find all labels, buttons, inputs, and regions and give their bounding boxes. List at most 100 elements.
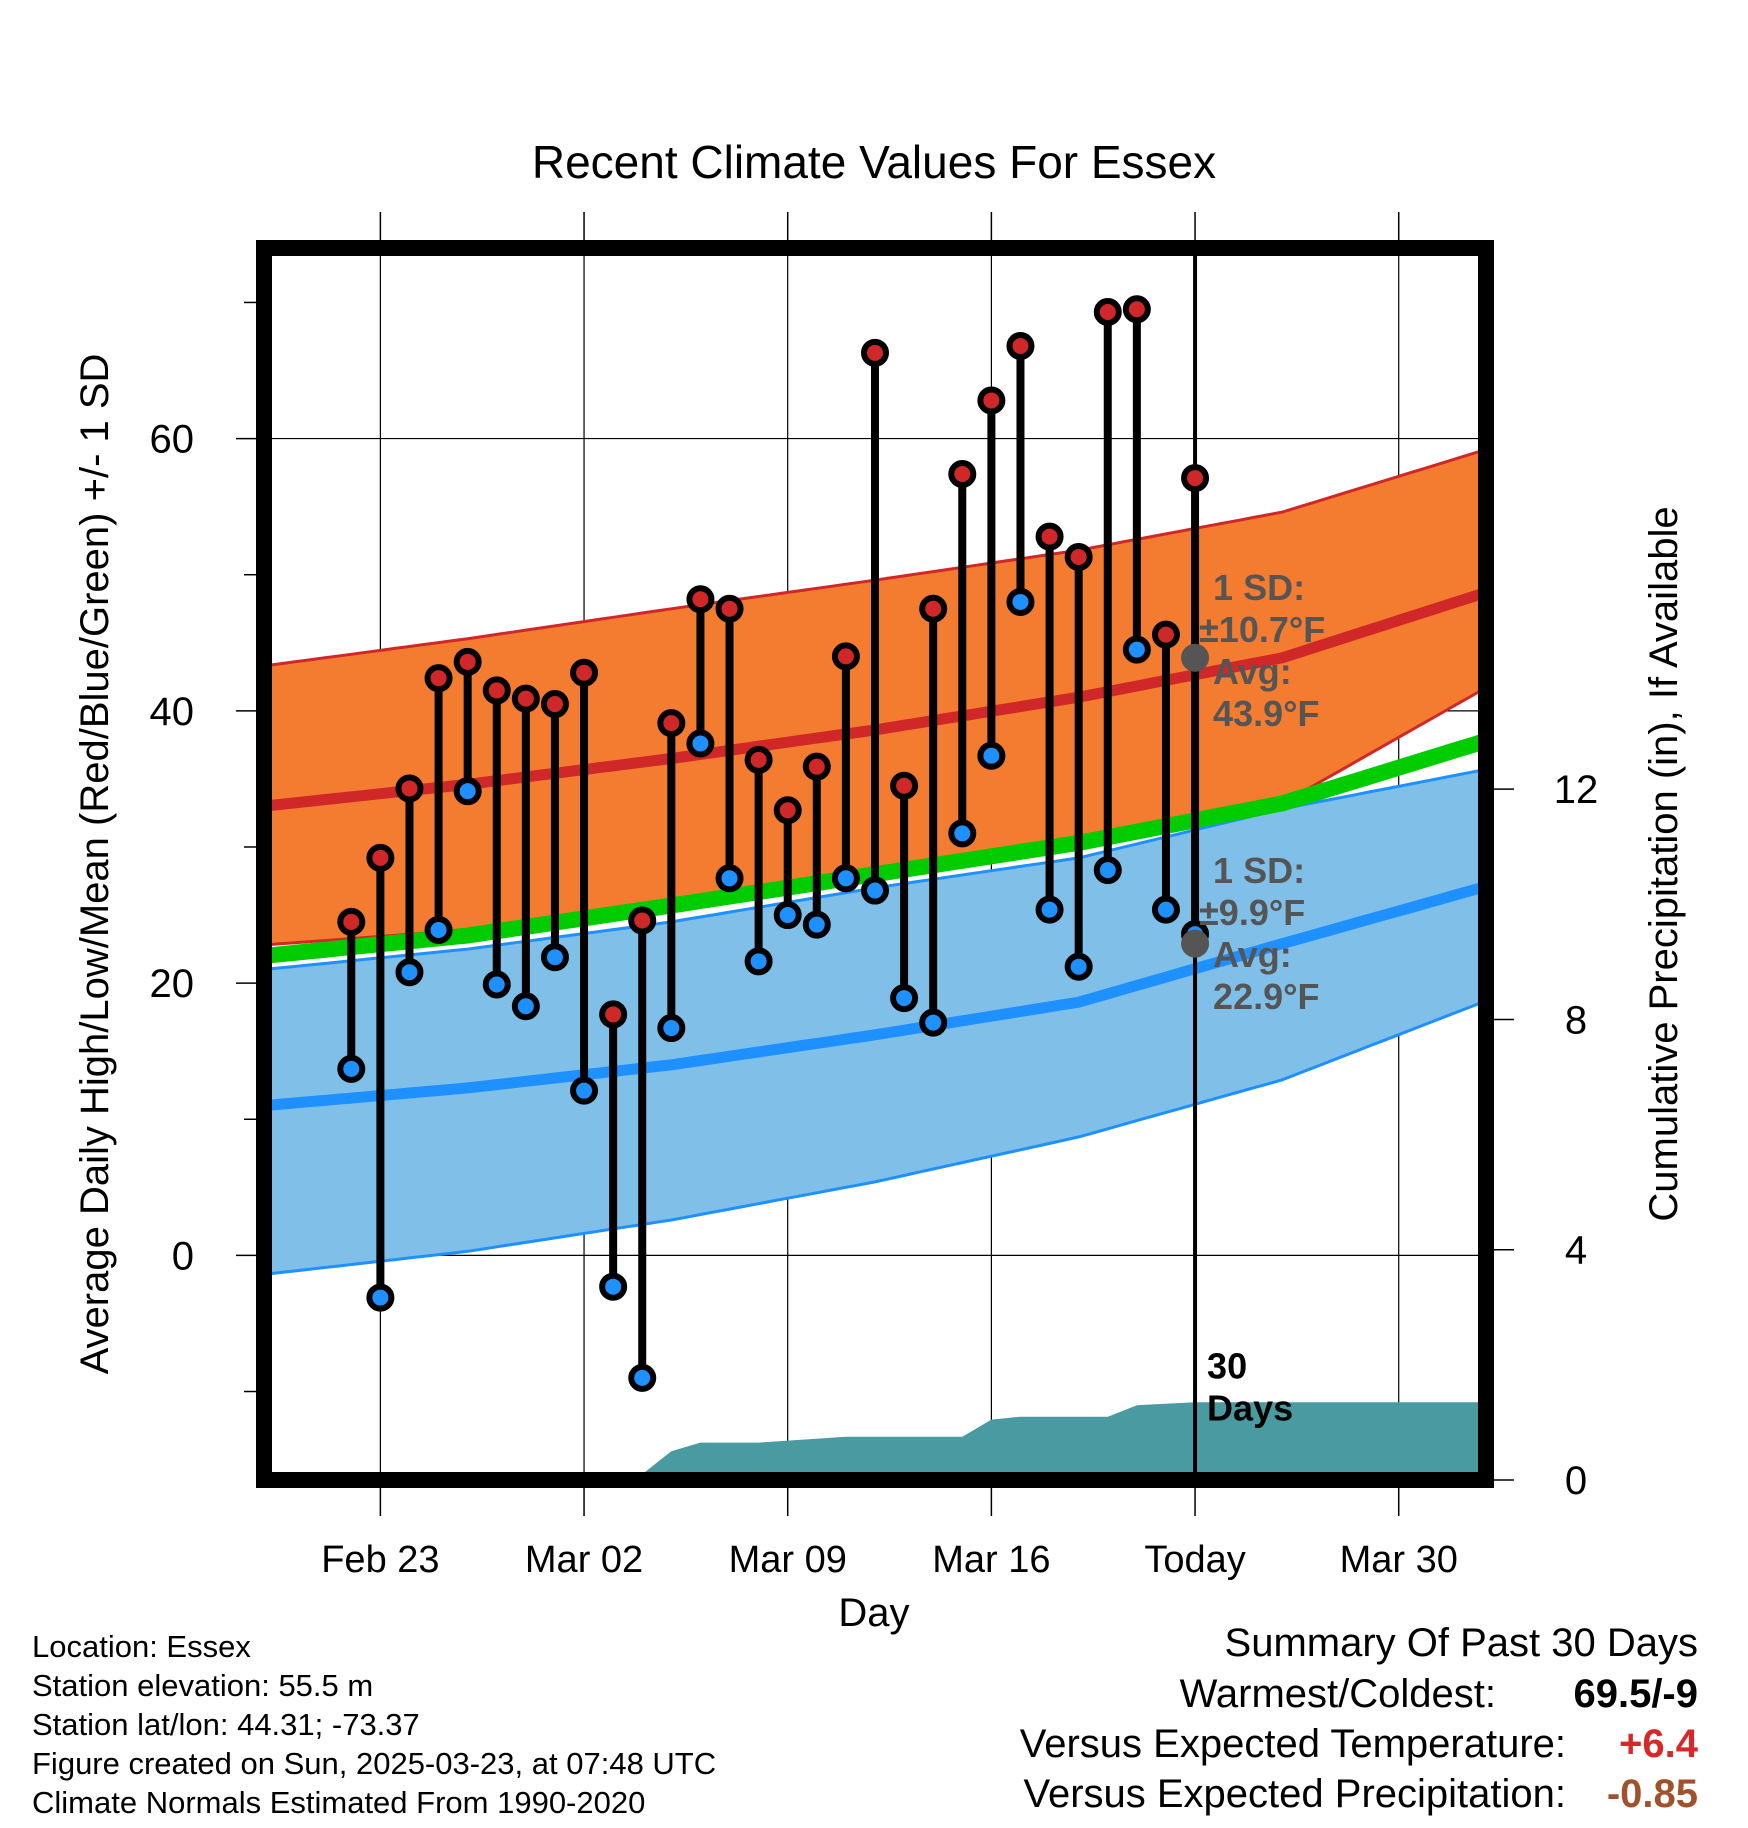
- footer-elevation: Station elevation: 55.5 m: [32, 1668, 374, 1703]
- footer-info: Location: Essex Station elevation: 55.5 …: [32, 1627, 716, 1822]
- x-tick-label: Today: [1144, 1539, 1245, 1581]
- warmest-coldest-label: Warmest/Coldest:: [1179, 1672, 1496, 1716]
- high-temp-point: [424, 664, 453, 693]
- y-tick-label: 60: [150, 418, 195, 462]
- observation-day: [570, 658, 599, 1105]
- observations: [337, 295, 1210, 1392]
- low-temp-point: [424, 916, 453, 945]
- x-tick-label: Mar 02: [525, 1539, 643, 1581]
- observation-day: [540, 690, 569, 972]
- precip-days-word: 30: [1207, 1345, 1247, 1386]
- high-temp-point: [1151, 620, 1180, 649]
- high-temp-point: [337, 907, 366, 936]
- high-temp-point: [482, 676, 511, 705]
- high-temp-point: [366, 843, 395, 872]
- observation-day: [977, 386, 1006, 770]
- observation-day: [1151, 620, 1180, 924]
- low-temp-point: [686, 729, 715, 758]
- plot-frame: [256, 240, 1494, 1488]
- observation-day: [366, 843, 395, 1312]
- low-temp-point: [919, 1008, 948, 1037]
- observation-day: [715, 594, 744, 893]
- y2-tick-label: 4: [1565, 1229, 1587, 1273]
- low-temp-point: [1122, 635, 1151, 664]
- low-temp-point: [802, 910, 831, 939]
- high-temp-point: [599, 1000, 628, 1029]
- high-temp-point: [977, 386, 1006, 415]
- low-temp-point: [657, 1014, 686, 1043]
- precip-days-word: Days: [1207, 1387, 1293, 1428]
- low-temp-point: [744, 947, 773, 976]
- low-normal-marker-text: Avg:: [1213, 934, 1292, 975]
- high-temp-point: [1093, 297, 1122, 326]
- high-normal-marker-text: 1 SD:: [1213, 567, 1305, 608]
- high-temp-point: [890, 771, 919, 800]
- high-temp-point: [744, 745, 773, 774]
- high-temp-point: [715, 594, 744, 623]
- low-temp-point: [977, 741, 1006, 770]
- y-axis-label: Average Daily High/Low/Mean (Red/Blue/Gr…: [73, 354, 117, 1375]
- observation-day: [1093, 297, 1122, 885]
- observation-day: [628, 906, 657, 1392]
- x-tick-label: Mar 30: [1340, 1539, 1458, 1581]
- low-temp-point: [366, 1283, 395, 1312]
- high-normal-marker-dot: [1181, 643, 1210, 672]
- observation-day: [1006, 332, 1035, 616]
- low-normal-marker-text: 1 SD:: [1213, 850, 1305, 891]
- high-temp-point: [919, 594, 948, 623]
- precip-days-label: 30 Days: [1207, 1345, 1293, 1428]
- high-temp-point: [831, 642, 860, 671]
- low-normal-marker-dot: [1181, 929, 1210, 958]
- precipitation-fill: [264, 1402, 1486, 1480]
- observation-day: [890, 771, 919, 1013]
- precip-anomaly-label: Versus Expected Precipitation:: [1023, 1772, 1566, 1816]
- observation-day: [395, 774, 424, 987]
- x-tick-label: Feb 23: [321, 1539, 439, 1581]
- low-normal-marker-text: ±9.9°F: [1199, 892, 1305, 933]
- today-line: 30 Days: [1193, 248, 1293, 1480]
- high-temp-point: [657, 709, 686, 738]
- observation-day: [686, 585, 715, 758]
- observation-day: [1122, 295, 1151, 664]
- observation-day: [802, 752, 831, 939]
- observation-day: [511, 684, 540, 1021]
- low-temp-point: [628, 1363, 657, 1392]
- high-temp-point: [511, 684, 540, 713]
- high-normal-marker-text: 43.9°F: [1213, 693, 1319, 734]
- low-temp-point: [773, 901, 802, 930]
- observation-day: [599, 1000, 628, 1301]
- high-temp-point: [1064, 543, 1093, 572]
- low-temp-point: [540, 943, 569, 972]
- high-temp-point: [628, 906, 657, 935]
- high-temp-point: [570, 658, 599, 687]
- high-temp-point: [686, 585, 715, 614]
- low-temp-point: [1064, 952, 1093, 981]
- observation-day: [773, 796, 802, 930]
- low-temp-point: [395, 958, 424, 987]
- y-tick-label: 0: [172, 1234, 194, 1278]
- high-temp-point: [861, 338, 889, 367]
- low-sd-band: [264, 769, 1486, 1275]
- low-temp-point: [1151, 895, 1180, 924]
- low-temp-point: [570, 1076, 599, 1105]
- footer-latlon: Station lat/lon: 44.31; -73.37: [32, 1707, 420, 1742]
- precipitation-area: [264, 1402, 1486, 1480]
- high-temp-point: [1181, 464, 1210, 493]
- observation-day: [482, 676, 511, 999]
- high-temp-point: [453, 647, 482, 676]
- low-normal-line: [263, 881, 1488, 1112]
- low-temp-point: [453, 777, 482, 806]
- low-sd-band-lower-edge: [263, 999, 1487, 1276]
- footer-created: Figure created on Sun, 2025-03-23, at 07…: [32, 1746, 717, 1781]
- plot-border: [256, 240, 1494, 1488]
- summary-title: Summary Of Past 30 Days: [1224, 1621, 1698, 1665]
- low-temp-point: [861, 876, 889, 905]
- high-temp-point: [948, 459, 977, 488]
- high-normal-marker-text: ±10.7°F: [1199, 609, 1325, 650]
- observation-day: [337, 907, 366, 1083]
- high-normal-marker-text: Avg:: [1213, 651, 1292, 692]
- y2-tick-label: 8: [1565, 998, 1587, 1042]
- temp-anomaly-value: +6.4: [1619, 1722, 1698, 1766]
- low-temp-point: [1093, 856, 1122, 885]
